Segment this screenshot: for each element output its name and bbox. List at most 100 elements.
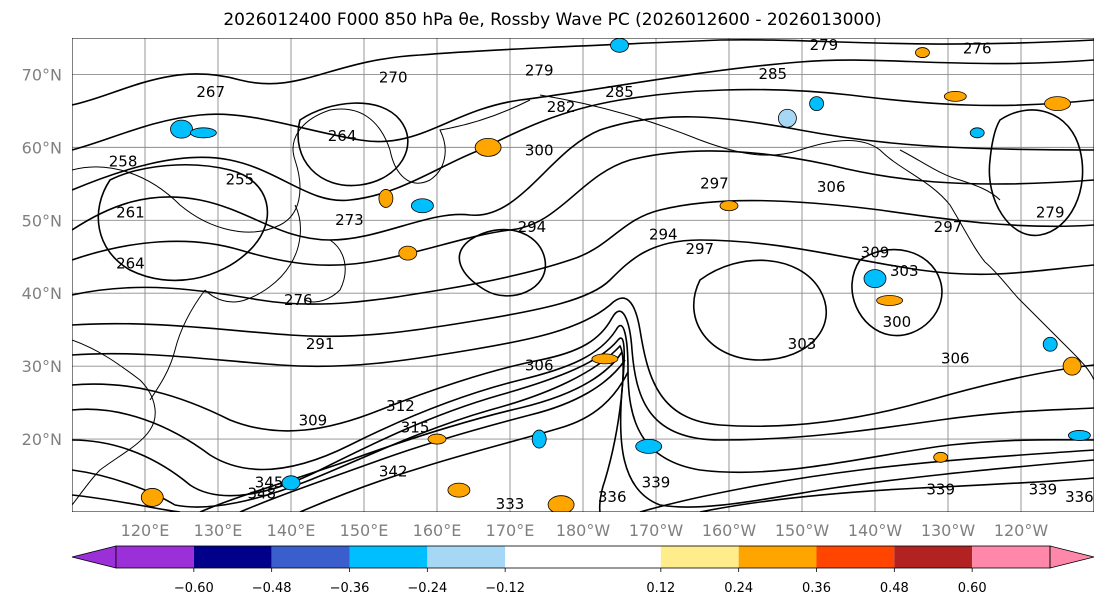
x-tick-label: 170°E <box>486 521 535 540</box>
contour-label: 279 <box>525 61 554 79</box>
contour-line <box>72 38 1094 106</box>
coastline <box>539 94 986 263</box>
graticule <box>72 38 1094 512</box>
contour-line <box>851 248 943 337</box>
contour-line <box>72 239 1094 338</box>
y-tick-label: 20°N <box>22 430 62 449</box>
colorbar-segment <box>816 546 895 568</box>
chart-title: 2026012400 F000 850 hPa θe, Rossby Wave … <box>223 10 882 30</box>
y-tick-label: 50°N <box>22 211 62 230</box>
x-tick-label: 150°E <box>340 521 389 540</box>
contour-labels: 267 270 279 279 276 264 282 285 285 258 255 300 297 3… <box>109 38 1094 513</box>
anomaly-patch <box>170 119 193 139</box>
contour-label: 291 <box>306 335 335 353</box>
contour-label: 258 <box>109 152 138 170</box>
anomaly-patch <box>863 269 887 289</box>
colorbar-tick-label: 0.60 <box>958 581 987 596</box>
contour-label: 273 <box>335 211 364 229</box>
contour-label: 303 <box>788 335 817 353</box>
contour-label: 297 <box>700 174 729 192</box>
contour-label: 300 <box>883 313 912 331</box>
colorbar-segment <box>193 546 272 568</box>
coastline <box>204 204 301 303</box>
colorbar-tick-label: 0.24 <box>724 581 753 596</box>
coastline <box>984 261 1094 381</box>
contour-line <box>72 199 1094 305</box>
anomaly-patches <box>140 38 1091 512</box>
contour-label: 336 <box>1065 488 1094 506</box>
anomaly-patch <box>778 108 797 128</box>
x-axis-ticks: 120°E 130°E 140°E 150°E 160°E 170°E 180°W 170°W… <box>121 521 1049 540</box>
contour-line <box>72 59 1094 151</box>
contour-line <box>72 297 1094 428</box>
x-tick-label: 140°W <box>848 521 903 540</box>
contour-label: 264 <box>116 255 145 273</box>
contour-label: 282 <box>547 98 576 116</box>
x-tick-label: 130°E <box>194 521 243 540</box>
contour-label: 336 <box>598 488 627 506</box>
contour-label: 294 <box>649 225 678 243</box>
y-axis-ticks: 20°N 30°N 40°N 50°N 60°N 70°N <box>22 65 62 449</box>
anomaly-patch <box>447 482 471 498</box>
map-panel[interactable]: 267 270 279 279 276 264 282 285 285 258 255 300 297 3… <box>72 36 1094 514</box>
contour-label: 309 <box>299 411 328 429</box>
contour-line <box>97 164 269 282</box>
colorbar-tick-label: 0.12 <box>646 581 675 596</box>
colorbar-tick-label: −0.36 <box>330 581 370 596</box>
anomaly-patch <box>719 200 739 212</box>
anomaly-patch <box>969 127 985 139</box>
anomaly-patch <box>398 245 418 261</box>
colorbar-segment <box>738 546 817 568</box>
anomaly-patch <box>140 488 164 507</box>
contour-label: 309 <box>861 244 890 262</box>
contour-label: 339 <box>1029 481 1058 499</box>
contour-line <box>72 88 1094 202</box>
contour-label: 348 <box>247 484 276 502</box>
colorbar-under-triangle <box>71 545 117 569</box>
colorbar-tick-label: 0.36 <box>802 581 831 596</box>
contour-label: 261 <box>116 204 145 222</box>
contour-line <box>72 494 181 512</box>
contour-line <box>297 102 409 187</box>
contour-label: 306 <box>817 178 846 196</box>
contour-label: 294 <box>518 218 547 236</box>
coastline <box>72 99 531 233</box>
colorbar-segment <box>116 546 194 568</box>
contour-label: 276 <box>284 291 313 309</box>
colorbar-over-triangle <box>1049 545 1095 569</box>
contour-label: 333 <box>496 495 525 513</box>
anomaly-patch <box>1044 96 1071 112</box>
contour-line <box>72 310 1094 441</box>
contour-line <box>72 116 1094 241</box>
contour-label: 267 <box>196 83 225 101</box>
contour-label: 270 <box>379 69 408 87</box>
anomaly-patch <box>943 90 967 102</box>
anomaly-patch <box>281 475 301 491</box>
x-tick-label: 120°E <box>121 521 170 540</box>
contour-label: 300 <box>525 142 554 160</box>
colorbar-tick-label: −0.48 <box>252 581 292 596</box>
contour-line <box>692 259 827 361</box>
colorbar-frame <box>115 545 1051 569</box>
colorbar-tick-label: −0.24 <box>407 581 447 596</box>
y-tick-label: 30°N <box>22 357 62 376</box>
anomaly-patch <box>610 38 629 53</box>
anomaly-patch <box>1042 336 1058 352</box>
contour-line <box>639 449 1094 512</box>
x-tick-label: 120°W <box>994 521 1049 540</box>
contour-label: 297 <box>685 240 714 258</box>
anomaly-patch <box>189 127 217 139</box>
anomaly-patch <box>933 451 949 463</box>
coastline <box>149 289 206 401</box>
contour-label: 303 <box>890 262 919 280</box>
anomaly-patch <box>427 433 447 445</box>
x-tick-label: 150°W <box>775 521 830 540</box>
y-tick-label: 60°N <box>22 138 62 157</box>
contour-line <box>988 109 1084 237</box>
contour-line <box>72 344 624 512</box>
contour-line <box>458 228 547 297</box>
contour-label: 285 <box>605 83 634 101</box>
x-tick-label: 160°E <box>413 521 462 540</box>
colorbar-segment <box>427 546 506 568</box>
